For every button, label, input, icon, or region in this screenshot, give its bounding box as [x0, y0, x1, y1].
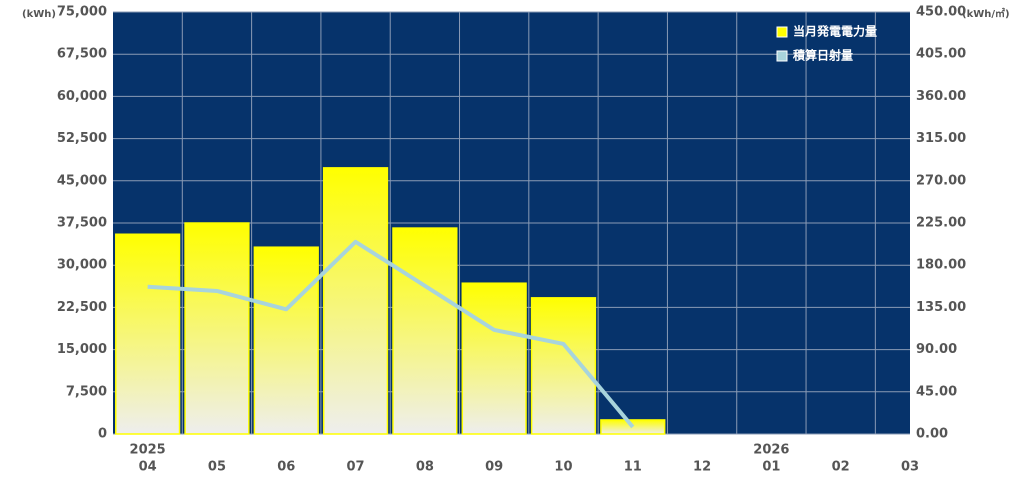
y-tick-label: 52,500 [57, 131, 107, 146]
y2-tick-label: 315.00 [916, 131, 966, 146]
y2-tick-label: 450.00 [916, 5, 966, 20]
bar [461, 282, 527, 435]
y-tick-label: 67,500 [57, 47, 107, 62]
bar [184, 222, 250, 435]
y2-tick-label: 405.00 [916, 47, 966, 62]
y2-tick-label: 45.00 [916, 384, 957, 399]
y-tick-label: 30,000 [57, 258, 107, 273]
y-tick-label: 15,000 [57, 342, 107, 357]
y2-tick-label: 90.00 [916, 342, 957, 357]
x-tick-label: 02 [832, 460, 850, 475]
x-tick-label: 04 [139, 460, 157, 475]
y2-tick-label: 270.00 [916, 173, 966, 188]
y-tick-label: 60,000 [57, 89, 107, 104]
y2-tick-label: 360.00 [916, 89, 966, 104]
y-tick-label: 45,000 [57, 173, 107, 188]
y2-unit: (kWh/㎡) [962, 7, 1010, 20]
y-tick-label: 75,000 [57, 5, 107, 20]
y2-tick-label: 225.00 [916, 216, 966, 231]
x-tick-label: 11 [624, 460, 642, 475]
legend-label: 当月発電電力量 [793, 24, 877, 39]
y2-tick-label: 135.00 [916, 300, 966, 315]
y2-tick-label: 0.00 [916, 427, 948, 442]
x-tick-label: 07 [347, 460, 365, 475]
x-tick-label: 03 [901, 460, 919, 475]
x-tick-label: 01 [762, 460, 780, 475]
y2-tick-label: 180.00 [916, 258, 966, 273]
y-tick-label: 0 [98, 427, 107, 442]
x-tick-label: 12 [693, 460, 711, 475]
year-label: 2025 [130, 443, 166, 458]
x-tick-label: 06 [277, 460, 295, 475]
y-tick-label: 22,500 [57, 300, 107, 315]
legend-swatch [776, 50, 788, 62]
line [147, 239, 635, 429]
legend-label: 積算日射量 [792, 48, 853, 63]
bar [392, 227, 458, 435]
y-tick-label: 37,500 [57, 216, 107, 231]
bar [530, 297, 597, 435]
legend-swatch [776, 26, 788, 38]
x-tick-label: 08 [416, 460, 434, 475]
x-tick-label: 10 [554, 460, 572, 475]
bar [253, 246, 319, 435]
bar [322, 167, 389, 435]
y-tick-label: 7,500 [66, 384, 107, 399]
year-label: 2026 [753, 443, 789, 458]
y-unit: (kWh) [22, 9, 56, 20]
x-tick-label: 09 [485, 460, 503, 475]
x-tick-label: 05 [208, 460, 226, 475]
bar [115, 233, 181, 435]
